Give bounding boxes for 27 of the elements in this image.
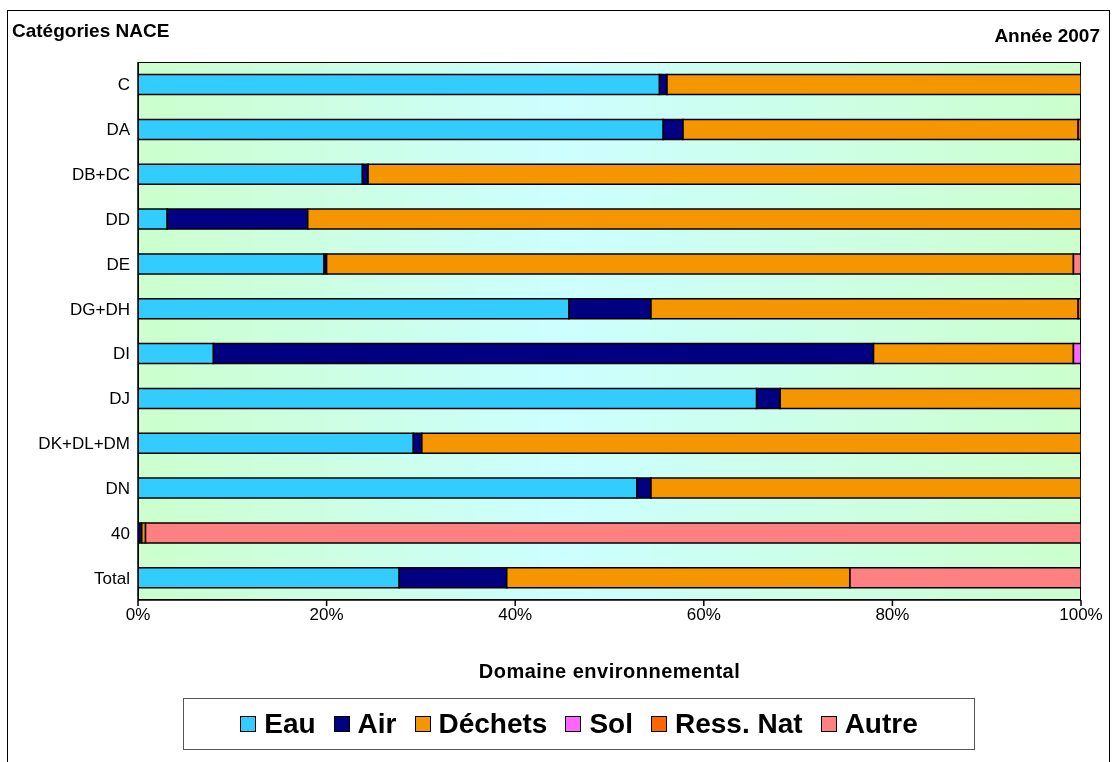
y-axis-title: Catégories NACE [12,20,170,42]
x-axis-title: Domaine environnemental [478,660,741,682]
legend-label: Autre [844,708,918,740]
y-tick-label: DE [106,254,130,274]
y-tick-label: DA [106,120,131,140]
x-tick-label: 0% [125,605,151,625]
y-tick-label: C [117,75,130,95]
y-tick-label: DG+DH [70,299,130,319]
x-tick-label: 40% [498,605,533,625]
legend-label: Eau [264,708,316,740]
x-tick-label: 80% [875,605,910,625]
legend-label: Ress. Nat [675,708,803,740]
y-tick-label: DB+DC [71,165,130,185]
legend-label: Sol [589,708,633,740]
legend-label: Déchets [438,708,548,740]
y-tick-label: Total [94,568,130,588]
y-tick-label: DD [105,209,130,229]
y-tick-label: DJ [109,389,130,409]
y-tick-label: 40 [111,523,130,543]
y-tick-label: DN [105,478,130,498]
chart-title: Année 2007 [994,25,1100,47]
x-tick-label: 60% [686,605,721,625]
x-tick-label: 100% [1059,605,1103,625]
y-tick-label: DK+DL+DM [38,434,130,454]
x-tick-label: 20% [309,605,344,625]
y-tick-label: DI [113,344,130,364]
legend-label: Air [357,708,397,740]
